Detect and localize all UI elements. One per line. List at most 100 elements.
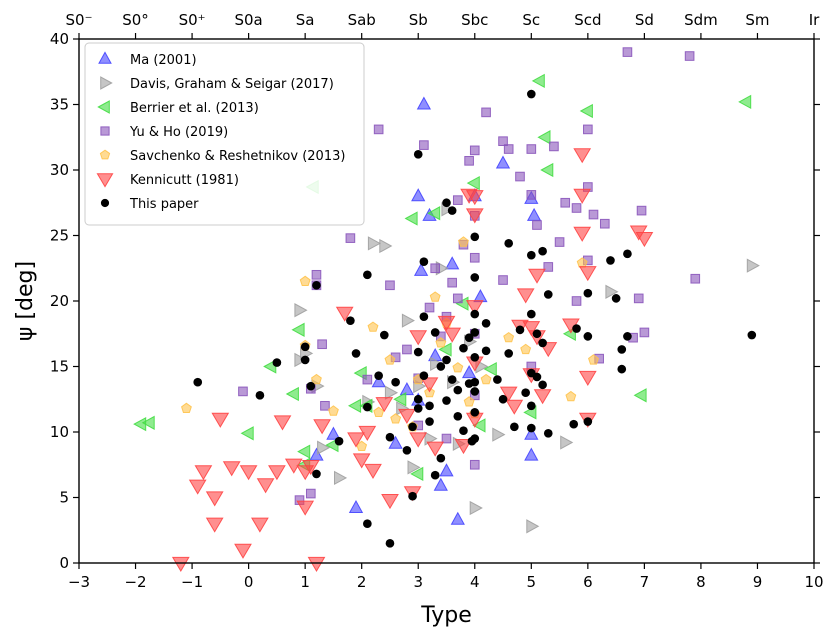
data-point xyxy=(442,198,451,208)
data-point xyxy=(410,466,424,482)
data-point xyxy=(181,402,192,413)
data-point xyxy=(569,419,579,429)
data-point xyxy=(493,375,502,384)
top-axis-label: Sd xyxy=(635,11,654,29)
top-axis-label: Sab xyxy=(348,11,376,29)
data-point xyxy=(436,362,446,371)
data-point xyxy=(205,517,224,533)
data-point xyxy=(307,556,326,572)
data-point xyxy=(571,296,582,306)
y-axis-title: ψ [deg] xyxy=(13,261,38,341)
data-point xyxy=(447,375,457,384)
legend-marker xyxy=(98,51,112,64)
data-point xyxy=(311,269,322,280)
data-point xyxy=(317,440,331,455)
data-point xyxy=(363,270,372,280)
data-point xyxy=(429,291,441,302)
data-point xyxy=(297,444,311,459)
data-point xyxy=(588,354,599,365)
data-point xyxy=(537,130,551,145)
y-tick-label: 15 xyxy=(50,358,69,376)
data-point xyxy=(352,453,371,469)
data-point xyxy=(312,469,321,479)
data-point xyxy=(588,209,599,220)
data-point xyxy=(583,417,593,426)
data-point xyxy=(470,377,480,387)
legend-label: Kennicutt (1981) xyxy=(130,173,239,188)
top-axis-label: Sdm xyxy=(684,11,718,29)
data-point xyxy=(470,353,480,362)
legend-marker xyxy=(97,100,110,114)
data-point xyxy=(373,406,385,417)
data-point xyxy=(413,404,423,413)
data-point xyxy=(296,500,315,516)
data-point xyxy=(240,426,254,441)
x-tick-label: 6 xyxy=(583,573,593,591)
data-point xyxy=(538,338,547,348)
data-point xyxy=(549,141,559,152)
data-point xyxy=(526,401,536,411)
data-point xyxy=(466,175,480,191)
top-axis-label: Sa xyxy=(296,11,315,29)
data-point xyxy=(498,394,508,404)
data-point xyxy=(381,494,399,510)
data-point xyxy=(526,423,536,433)
legend-label: Yu & Ho (2019) xyxy=(129,125,228,140)
legend-entry: Yu & Ho (2019) xyxy=(100,125,228,140)
legend-entry: Savchenko & Reshetnikov (2013) xyxy=(99,149,345,164)
data-point xyxy=(299,275,311,286)
data-point xyxy=(442,355,451,365)
data-point xyxy=(268,465,286,481)
data-point xyxy=(623,332,632,341)
data-point xyxy=(461,365,477,379)
top-axis-label: S0a xyxy=(234,11,262,29)
data-point xyxy=(578,370,597,386)
data-point xyxy=(532,220,542,230)
data-point xyxy=(472,418,486,433)
data-point xyxy=(311,373,322,385)
top-axis-label: S0° xyxy=(122,11,149,29)
data-point xyxy=(419,140,429,150)
data-point xyxy=(522,321,541,337)
data-point xyxy=(239,465,258,481)
data-point xyxy=(623,249,632,259)
data-point xyxy=(470,273,480,282)
data-point xyxy=(465,190,484,206)
data-point xyxy=(499,386,518,402)
y-tick-label: 25 xyxy=(50,227,69,245)
data-point xyxy=(439,463,454,477)
data-point xyxy=(385,539,395,548)
series-7 xyxy=(193,89,757,548)
data-point xyxy=(560,435,574,450)
legend-marker xyxy=(100,198,110,208)
data-point xyxy=(617,345,627,354)
data-point xyxy=(465,208,484,224)
legend-entry: Davis, Graham & Seigar (2017) xyxy=(100,76,334,92)
data-point xyxy=(416,96,432,110)
data-point xyxy=(532,372,542,382)
data-point xyxy=(348,499,364,513)
data-point xyxy=(452,195,463,205)
data-point xyxy=(459,343,468,353)
data-point xyxy=(379,330,389,340)
data-point xyxy=(291,322,305,337)
data-point xyxy=(454,439,473,455)
data-point xyxy=(409,432,428,448)
data-point xyxy=(358,425,377,441)
data-point xyxy=(363,402,372,412)
data-point xyxy=(528,268,546,284)
data-point xyxy=(419,257,429,267)
data-point xyxy=(498,275,508,285)
data-point xyxy=(390,413,402,424)
data-point xyxy=(430,263,441,274)
data-point xyxy=(633,388,647,403)
top-axis-label: Sb xyxy=(409,11,428,29)
data-point xyxy=(453,411,463,421)
data-point xyxy=(234,543,252,559)
data-point xyxy=(402,446,412,455)
data-point xyxy=(401,313,415,328)
x-tick-label: 8 xyxy=(696,573,706,591)
data-point xyxy=(639,327,650,338)
y-tick-label: 20 xyxy=(50,292,69,310)
data-point xyxy=(256,478,275,494)
